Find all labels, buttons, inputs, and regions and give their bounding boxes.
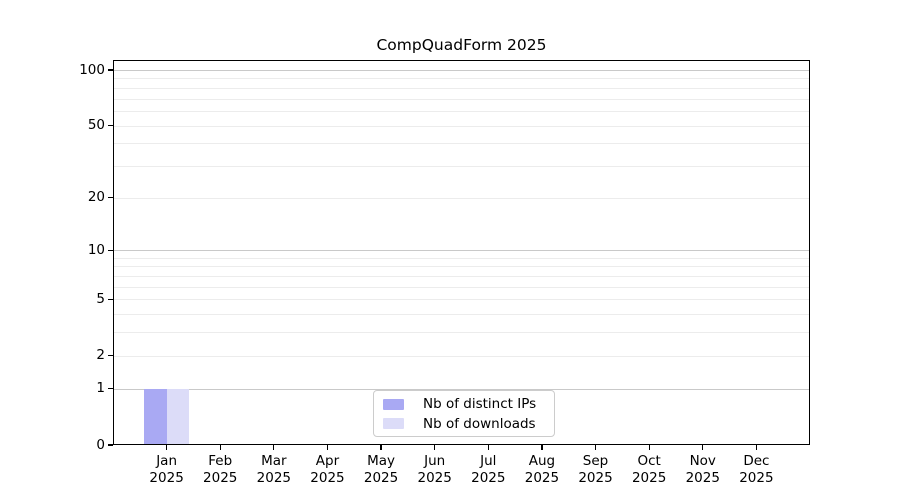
x-tick xyxy=(702,445,704,450)
minor-gridline xyxy=(113,98,810,100)
minor-gridline xyxy=(113,257,810,259)
y-tick-label: 10 xyxy=(87,241,105,258)
x-tick-label-line: Dec xyxy=(743,452,770,469)
x-tick-label-line: 2025 xyxy=(471,469,506,486)
y-tick-label: 2 xyxy=(96,347,105,364)
x-tick-label: Aug 2025 xyxy=(499,453,585,487)
y-tick-label: 50 xyxy=(87,117,105,134)
x-tick-label-line: 2025 xyxy=(310,469,345,486)
x-tick-label-line: May xyxy=(367,452,396,469)
minor-gridline xyxy=(113,314,810,316)
minor-gridline xyxy=(113,299,810,301)
major-gridline xyxy=(113,70,810,71)
x-tick-label-line: 2025 xyxy=(417,469,452,486)
x-tick xyxy=(380,445,382,450)
minor-gridline xyxy=(113,143,810,145)
axis-spine xyxy=(113,443,810,445)
minor-gridline xyxy=(113,286,810,288)
minor-gridline xyxy=(113,332,810,334)
minor-gridline xyxy=(113,266,810,268)
minor-gridline xyxy=(113,125,810,127)
minor-gridline xyxy=(113,355,810,357)
axis-spine xyxy=(113,59,810,61)
x-tick-label-line: Jan xyxy=(156,452,178,469)
x-tick-label-line: 2025 xyxy=(203,469,238,486)
x-tick-label-line: 2025 xyxy=(739,469,774,486)
chart-title: CompQuadForm 2025 xyxy=(376,36,547,54)
x-tick-label-line: 2025 xyxy=(631,469,667,486)
legend-label-distinct-ips: Nb of distinct IPs xyxy=(423,396,537,413)
minor-gridline xyxy=(113,276,810,278)
legend-swatch-distinct-ips xyxy=(383,399,404,410)
x-tick-label-line: 2025 xyxy=(578,469,613,486)
x-tick-label: Jul 2025 xyxy=(445,453,531,487)
y-tick xyxy=(108,355,113,357)
bar-nb-of-downloads-jan xyxy=(166,388,190,445)
x-tick-label-line: Jun xyxy=(424,452,446,469)
y-tick-label: 5 xyxy=(96,290,105,307)
axis-spine xyxy=(113,59,115,445)
x-tick-label: May 2025 xyxy=(338,453,424,487)
x-tick-label-line: 2025 xyxy=(524,469,560,486)
x-tick-label: Mar 2025 xyxy=(231,453,317,487)
y-tick xyxy=(108,444,113,446)
bar-nb-of-distinct-ips-jan xyxy=(143,388,167,445)
plot-area xyxy=(113,59,810,445)
x-tick-label-line: Aug xyxy=(528,452,556,469)
y-tick xyxy=(108,124,113,127)
x-tick xyxy=(434,445,436,450)
x-tick xyxy=(487,445,489,450)
x-tick-label-line: Sep xyxy=(582,452,609,469)
major-gridline xyxy=(113,388,810,390)
y-tick xyxy=(108,298,113,301)
minor-gridline xyxy=(113,87,810,89)
y-tick xyxy=(108,196,113,199)
x-tick-label: Dec 2025 xyxy=(713,453,799,487)
x-tick xyxy=(594,445,597,450)
x-tick-label-line: Jul xyxy=(480,452,497,469)
minor-gridline xyxy=(113,197,810,199)
legend-swatch-downloads xyxy=(383,418,404,429)
x-tick-label-line: 2025 xyxy=(685,469,720,486)
x-tick-label: Feb 2025 xyxy=(177,453,263,487)
y-tick-label: 100 xyxy=(79,61,105,78)
x-tick-label: Apr 2025 xyxy=(284,453,370,487)
x-tick-label: Sep 2025 xyxy=(553,453,639,487)
legend: Nb of distinct IPs Nb of downloads xyxy=(373,390,555,437)
x-tick xyxy=(755,445,758,450)
x-tick-label-line: Apr xyxy=(315,452,340,469)
x-tick-label: Oct 2025 xyxy=(606,453,692,487)
x-tick-label: Jan 2025 xyxy=(124,453,210,487)
y-tick xyxy=(108,388,113,390)
x-tick-label: Nov 2025 xyxy=(660,453,746,487)
legend-entry-distinct-ips: Nb of distinct IPs xyxy=(383,396,545,412)
y-tick-label: 20 xyxy=(87,189,105,206)
legend-label-downloads: Nb of downloads xyxy=(423,415,536,432)
x-tick xyxy=(326,445,329,450)
x-tick-label-line: Feb xyxy=(208,452,233,469)
x-tick xyxy=(541,445,543,450)
x-tick xyxy=(165,445,168,450)
y-tick-label: 0 xyxy=(96,436,105,453)
y-tick xyxy=(108,69,113,71)
major-gridline xyxy=(113,250,810,252)
x-tick-label-line: Nov xyxy=(689,452,716,469)
x-tick-label: Jun 2025 xyxy=(392,453,478,487)
x-tick-label-line: Oct xyxy=(637,452,661,469)
y-tick-label: 1 xyxy=(96,380,105,397)
x-tick xyxy=(273,445,275,450)
minor-gridline xyxy=(113,110,810,112)
x-tick-label-line: 2025 xyxy=(363,469,399,486)
x-tick-label-line: 2025 xyxy=(256,469,292,486)
legend-entry-downloads: Nb of downloads xyxy=(383,416,545,432)
x-tick-label-line: 2025 xyxy=(149,469,184,486)
minor-gridline xyxy=(113,78,810,80)
x-tick-label-line: Mar xyxy=(261,452,287,469)
x-tick xyxy=(648,445,650,450)
x-tick xyxy=(219,445,221,450)
axis-spine xyxy=(808,59,810,445)
minor-gridline xyxy=(113,165,810,167)
y-tick xyxy=(108,249,113,251)
